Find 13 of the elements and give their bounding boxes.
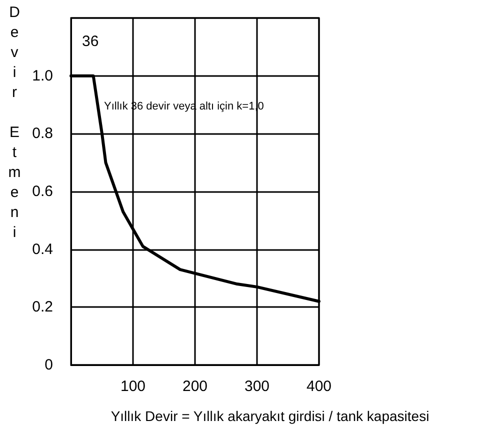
y-tick-label: 0.2 <box>32 298 53 316</box>
x-tick-label: 300 <box>244 378 270 395</box>
x-tick-label: 200 <box>182 378 208 395</box>
x-tick-label: 100 <box>120 378 146 395</box>
y-tick-label: 0.4 <box>32 240 53 258</box>
y-tick-label: 0 <box>44 356 53 374</box>
y-tick-label: 1.0 <box>32 67 53 84</box>
annotation: 36 <box>82 33 99 50</box>
x-tick-label: 400 <box>306 378 332 395</box>
y-tick-label: 0.8 <box>32 125 53 142</box>
x-axis-title: Yıllık Devir = Yıllık akaryakıt girdisi / tank kapasitesi <box>110 408 430 424</box>
y-tick-label: 0.6 <box>32 183 53 200</box>
y-axis-title: Devir Etmeni <box>6 4 23 246</box>
